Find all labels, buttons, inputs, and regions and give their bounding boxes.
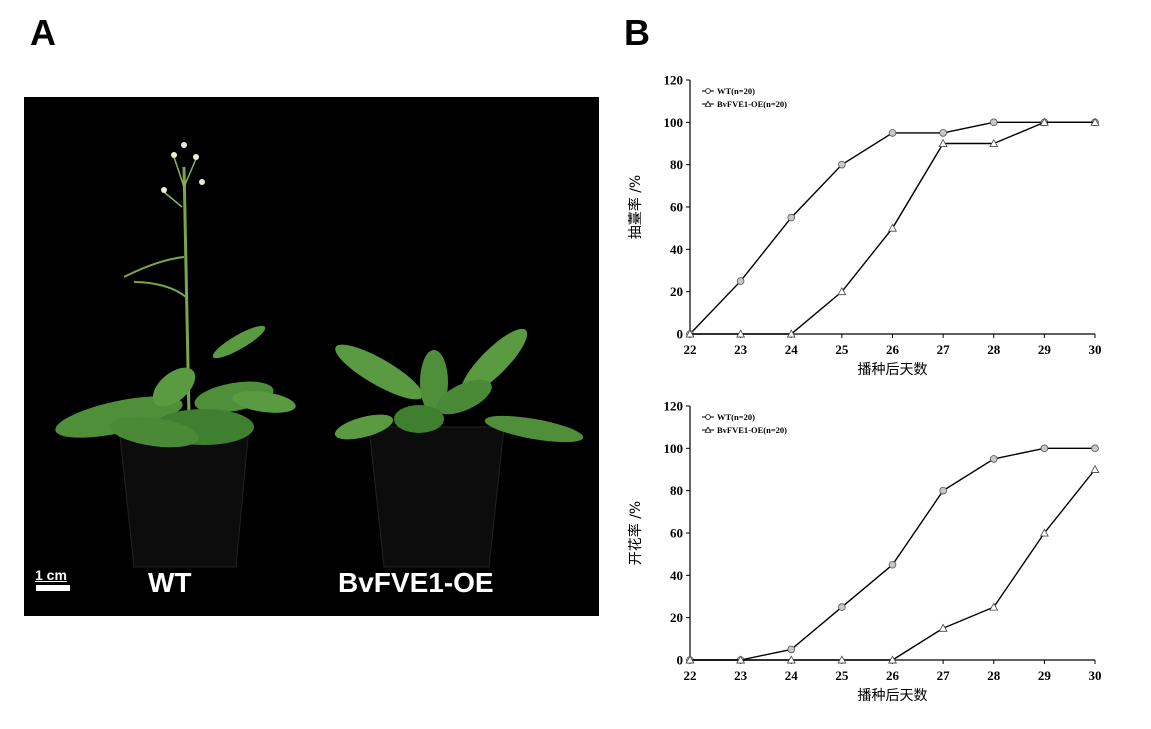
flowering-rate-chart: 0 20 40 60 80 100 120 22 23 24 25 26 27 28 29 30 播种后天数 开花… [627,399,1102,705]
legend-marker-triangle [704,426,712,433]
x-tick-label: 28 [987,668,1001,683]
panel-letter-a: A [30,12,56,53]
legend-label: BvFVE1-OE(n=20) [717,99,787,109]
data-point-circle [888,560,897,569]
data-point-triangle [736,655,746,664]
y-axis-title: 开花率 /% [627,501,644,565]
y-tick-label: 100 [664,441,684,456]
data-point-circle [989,118,998,127]
data-point-triangle [888,655,897,664]
bolting-rate-chart: 0 20 40 60 80 100 120 22 23 24 25 26 27 28 29 30 播种后天数 抽薹… [627,73,1102,379]
x-tick-label: 22 [684,342,697,357]
panel-letter-b: B [624,12,650,53]
x-axis-title: 播种后天数 [858,362,928,378]
data-point-triangle [1039,117,1049,126]
legend-label: WT(n=20) [717,86,755,96]
x-tick-label: 22 [684,668,697,683]
y-tick-label: 80 [670,157,683,172]
legend-label: WT(n=20) [717,412,755,422]
data-point-circle [989,455,998,463]
data-point-triangle [938,623,948,632]
x-tick-label: 23 [734,342,748,357]
data-point-triangle [786,655,796,664]
x-tick-label: 23 [734,668,748,683]
data-point-triangle [685,655,695,664]
y-tick-label: 120 [664,73,684,88]
y-tick-label: 80 [670,483,683,498]
oe-plant-label: BvFVE1-OE [338,567,494,598]
y-tick-label: 100 [664,115,684,130]
y-tick-label: 0 [677,327,684,342]
data-point-circle [939,486,947,495]
y-axis-title: 抽薹率 /% [627,175,644,239]
legend-marker-triangle [704,100,712,107]
wt-plant-label: WT [148,567,192,598]
y-tick-label: 120 [664,399,684,414]
x-tick-label: 28 [987,342,1001,357]
data-point-circle [838,160,846,169]
y-tick-label: 20 [670,610,683,625]
x-tick-label: 25 [835,668,849,683]
data-point-triangle [1090,117,1100,126]
x-tick-label: 29 [1038,668,1052,683]
plant-illustration [55,142,584,568]
scale-bar-label: 1 cm [35,567,67,583]
x-tick-label: 27 [937,668,951,683]
legend-marker-circle [705,88,711,94]
data-point-triangle [786,329,796,338]
data-point-circle [888,129,897,137]
scale-bar [36,585,70,591]
data-point-triangle [736,329,746,338]
x-tick-label: 24 [785,342,799,357]
data-point-circle [787,645,796,654]
series-line-0 [690,447,1095,661]
y-tick-label: 20 [670,284,683,299]
data-point-triangle [989,138,999,147]
plant-photo: 1 cm WT BvFVE1-OE [24,97,599,616]
x-tick-label: 24 [785,668,799,683]
data-point-triangle [1039,528,1049,537]
data-point-circle [1040,444,1049,453]
x-tick-label: 25 [835,342,849,357]
data-point-circle [787,213,796,222]
x-tick-label: 30 [1089,668,1102,683]
data-point-triangle [1090,464,1100,473]
data-point-triangle [837,655,847,664]
data-point-triangle [888,223,897,232]
legend-marker-circle [705,414,711,420]
x-tick-label: 29 [1038,342,1052,357]
data-point-triangle [685,329,695,338]
y-tick-label: 60 [670,526,683,541]
x-tick-label: 26 [886,668,900,683]
y-tick-label: 60 [670,200,683,215]
x-tick-label: 26 [886,342,900,357]
y-tick-label: 40 [670,242,683,257]
data-point-circle [838,603,846,611]
legend-label: BvFVE1-OE(n=20) [717,425,787,435]
data-point-circle [939,129,947,137]
data-point-triangle [989,602,999,611]
data-point-circle [736,277,745,285]
y-tick-label: 0 [677,653,684,668]
y-tick-label: 40 [670,568,683,583]
data-point-circle [1091,444,1099,453]
data-point-triangle [837,287,847,296]
x-tick-label: 27 [937,342,951,357]
x-tick-label: 30 [1089,342,1102,357]
x-axis-title: 播种后天数 [858,688,928,704]
data-point-triangle [938,138,948,147]
